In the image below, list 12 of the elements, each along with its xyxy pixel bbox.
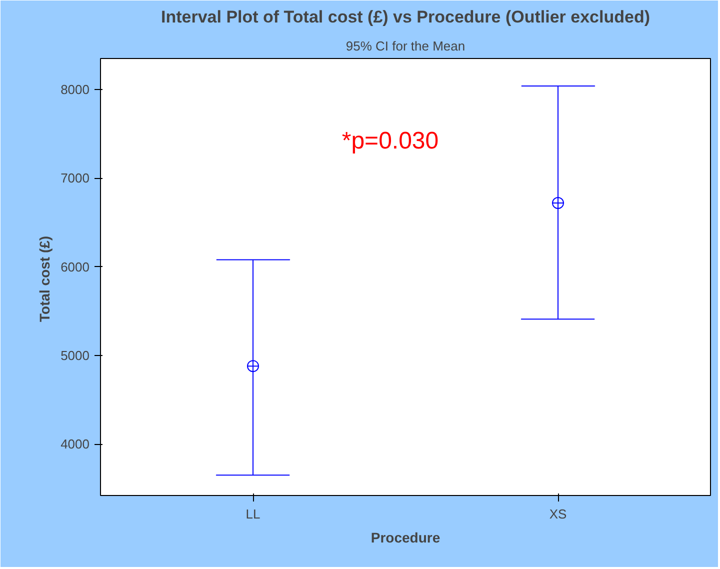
x-tick-label: LL — [246, 506, 260, 522]
y-tick-label: 5000 — [60, 348, 90, 363]
annotation: *p=0.030 — [342, 128, 439, 155]
y-tick-label: 7000 — [60, 170, 90, 186]
chart-subtitle: 95% CI for the Mean — [346, 38, 466, 54]
y-axis-title: Total cost (£) — [36, 236, 53, 322]
x-axis-title: Procedure — [370, 530, 440, 546]
y-tick-label: 6000 — [60, 259, 90, 274]
y-tick-label: 8000 — [60, 82, 90, 98]
chart-title: Interval Plot of Total cost (£) vs Procedure (Outlier excluded) — [160, 8, 650, 26]
y-tick-label: 4000 — [60, 436, 90, 452]
x-tick-label: XS — [549, 506, 567, 522]
